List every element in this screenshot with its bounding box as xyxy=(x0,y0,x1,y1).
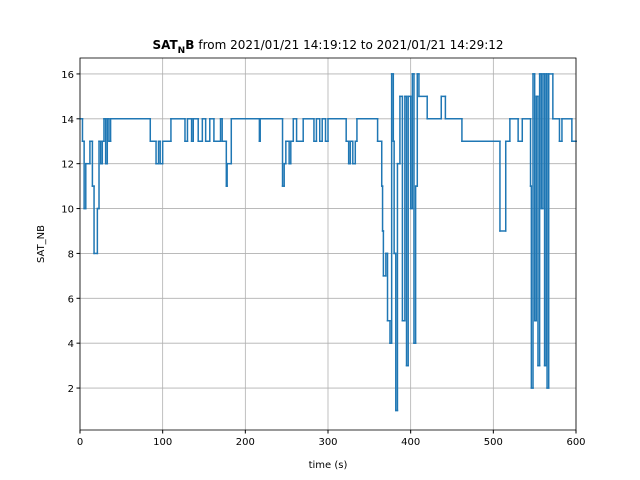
chart-title: SATNB from 2021/01/21 14:19:12 to 2021/01… xyxy=(152,38,503,56)
title-part: from 2021/01/21 14:19:12 to 2021/01/21 1… xyxy=(198,38,503,52)
y-tick-label: 4 xyxy=(68,339,74,350)
x-tick-label: 0 xyxy=(77,437,83,448)
x-axis-label: time (s) xyxy=(309,460,348,471)
y-tick-label: 16 xyxy=(61,70,74,81)
y-tick-label: 6 xyxy=(68,294,74,305)
title-part: SAT xyxy=(152,38,178,52)
title-part: N xyxy=(178,46,186,56)
x-tick-label: 600 xyxy=(566,437,585,448)
y-tick-label: 10 xyxy=(61,205,74,216)
x-tick-label: 100 xyxy=(153,437,172,448)
x-tick-label: 300 xyxy=(318,437,337,448)
x-tick-label: 500 xyxy=(484,437,503,448)
x-tick-label: 400 xyxy=(401,437,420,448)
y-tick-label: 2 xyxy=(68,384,74,395)
y-tick-label: 8 xyxy=(68,249,74,260)
y-tick-label: 12 xyxy=(61,160,74,171)
title-part: B xyxy=(185,38,194,52)
y-tick-label: 14 xyxy=(61,115,74,126)
plot-frame xyxy=(79,57,577,431)
x-tick-label: 200 xyxy=(236,437,255,448)
y-axis-label: SAT_NB xyxy=(36,225,47,263)
